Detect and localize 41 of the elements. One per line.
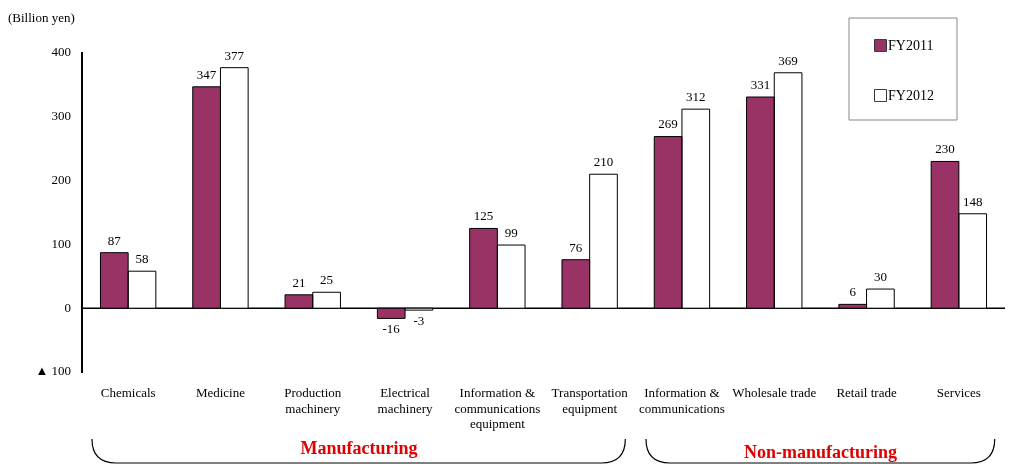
x-tick-label: Chemicals bbox=[100, 385, 156, 401]
data-label: 87 bbox=[107, 232, 122, 248]
x-tick-label: Services bbox=[936, 385, 981, 401]
data-label: 377 bbox=[224, 47, 245, 63]
x-tick-label: Wholesale trade bbox=[732, 385, 817, 401]
data-label: 269 bbox=[658, 116, 678, 132]
y-axis-title: (Billion yen) bbox=[8, 10, 75, 26]
y-tick-label: ▲ 100 bbox=[35, 363, 71, 379]
data-label: 148 bbox=[962, 193, 983, 209]
data-label: 331 bbox=[750, 76, 771, 92]
data-label: 58 bbox=[135, 251, 149, 267]
data-label: 230 bbox=[935, 141, 955, 157]
data-label: 25 bbox=[320, 272, 334, 288]
data-label: 6 bbox=[849, 284, 857, 300]
data-label: -16 bbox=[382, 321, 401, 337]
data-label: -3 bbox=[413, 313, 425, 329]
x-tick-label: Information & communications equipment bbox=[454, 385, 541, 432]
legend-label: FY2011 bbox=[888, 37, 934, 53]
data-label: 369 bbox=[778, 52, 798, 68]
x-tick-label: Medicine bbox=[195, 385, 246, 401]
legend-label: FY2012 bbox=[888, 87, 934, 103]
y-tick-label: 400 bbox=[51, 44, 71, 60]
x-tick-label: Retail trade bbox=[836, 385, 897, 401]
data-label: 312 bbox=[686, 89, 706, 105]
y-tick-label: 0 bbox=[64, 299, 71, 315]
x-tick-label: Information & communications bbox=[638, 385, 725, 416]
y-tick-label: 300 bbox=[51, 108, 71, 124]
data-label: 125 bbox=[473, 208, 494, 224]
x-tick-label: Transportation equipment bbox=[551, 385, 629, 416]
data-label: 347 bbox=[196, 66, 217, 82]
text: Manufacturing bbox=[300, 438, 418, 459]
y-tick-label: 200 bbox=[51, 172, 71, 188]
x-tick-label: Production machinery bbox=[284, 385, 342, 416]
data-label: 210 bbox=[593, 154, 614, 170]
data-label: 30 bbox=[873, 268, 887, 284]
data-label: 99 bbox=[504, 224, 518, 240]
data-label: 76 bbox=[569, 239, 583, 255]
x-tick-label: Electrical machinery bbox=[377, 385, 433, 416]
data-label: 21 bbox=[292, 274, 306, 290]
y-tick-label: 100 bbox=[51, 235, 71, 251]
text: Non-manufacturing bbox=[743, 442, 897, 463]
